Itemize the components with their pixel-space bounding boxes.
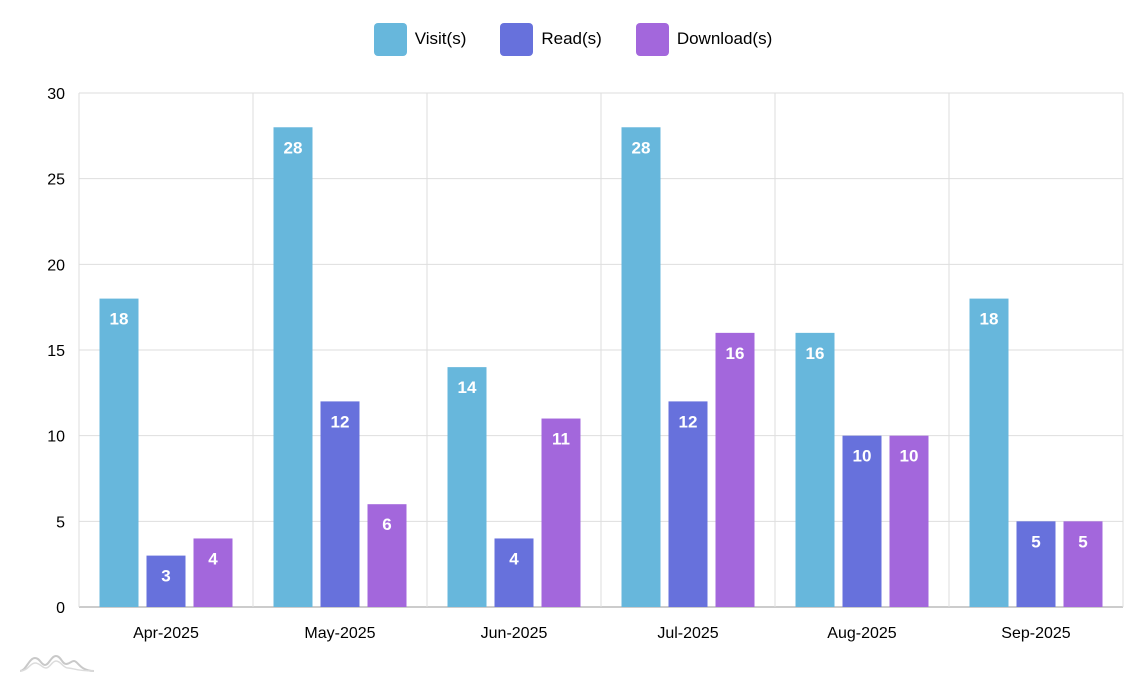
bar: [1063, 521, 1103, 607]
y-tick-label: 25: [47, 172, 65, 189]
y-tick-label: 30: [47, 86, 65, 103]
bars: [99, 127, 1103, 608]
bar-value-label: 5: [1078, 532, 1087, 551]
legend-label-downloads: Download(s): [676, 29, 773, 48]
bar-value-label: 16: [806, 344, 825, 363]
legend-item-reads[interactable]: Read(s): [500, 22, 602, 56]
bar: [447, 367, 487, 607]
bar: [273, 127, 313, 608]
bar: [969, 298, 1009, 607]
bar-value-label: 14: [458, 378, 477, 397]
bar: [541, 418, 581, 607]
bar: [193, 538, 233, 607]
bar-value-label: 6: [382, 515, 391, 534]
bar: [494, 538, 534, 607]
axes: 0 5 10 15 20 25 30 Apr-2025 May-2025 Jun-2025 Jul-…: [47, 86, 1071, 642]
bar: [621, 127, 661, 608]
bar-value-label: 11: [552, 430, 570, 449]
bar-value-label: 12: [331, 412, 350, 431]
bar: [715, 332, 755, 607]
bar: [320, 401, 360, 607]
legend-swatch-visits: [373, 22, 407, 56]
y-tick-label: 15: [47, 343, 65, 360]
x-tick-label: Sep-2025: [1001, 625, 1070, 642]
bar-value-label: 12: [679, 412, 698, 431]
bar: [99, 298, 139, 607]
bar-value-label: 4: [208, 549, 218, 568]
x-tick-label: Apr-2025: [133, 625, 199, 642]
bar: [795, 332, 835, 607]
y-tick-label: 0: [56, 600, 65, 617]
bar-value-label: 10: [900, 447, 919, 466]
x-tick-label: Jul-2025: [657, 625, 718, 642]
bar-value-label: 16: [726, 344, 745, 363]
chart-legend: Visit(s) Read(s) Download(s): [0, 22, 1146, 56]
x-tick-label: May-2025: [304, 625, 375, 642]
bar-value-label: 18: [980, 310, 999, 329]
bar-value-label: 18: [110, 310, 129, 329]
bar-value-label: 5: [1031, 532, 1040, 551]
y-tick-label: 10: [47, 429, 65, 446]
bar-value-label: 4: [509, 549, 519, 568]
legend-swatch-reads: [500, 22, 534, 56]
legend-item-visits[interactable]: Visit(s): [373, 22, 467, 56]
bar-value-label: 3: [161, 567, 170, 586]
bar: [146, 555, 186, 607]
legend-swatch-downloads: [635, 22, 669, 56]
bar: [367, 504, 407, 607]
y-tick-label: 20: [47, 257, 65, 274]
x-tick-label: Jun-2025: [481, 625, 548, 642]
legend-label-visits: Visit(s): [414, 29, 467, 48]
x-tick-label: Aug-2025: [827, 625, 896, 642]
grid: [78, 92, 1124, 608]
bar: [889, 435, 929, 607]
bar: [842, 435, 882, 607]
y-tick-label: 5: [56, 514, 65, 531]
bar-value-label: 10: [853, 447, 872, 466]
legend-label-reads: Read(s): [541, 29, 602, 48]
bar-value-label: 28: [632, 138, 651, 157]
data-labels: 18 3 4 28 12 6 14 4 11 28 12 16 16 10 10 18 5 5: [110, 138, 1088, 585]
amcharts-logo-icon[interactable]: [18, 652, 96, 674]
bar: [668, 401, 708, 607]
legend-item-downloads[interactable]: Download(s): [635, 22, 773, 56]
bar-value-label: 28: [284, 138, 303, 157]
bar: [1016, 521, 1056, 607]
